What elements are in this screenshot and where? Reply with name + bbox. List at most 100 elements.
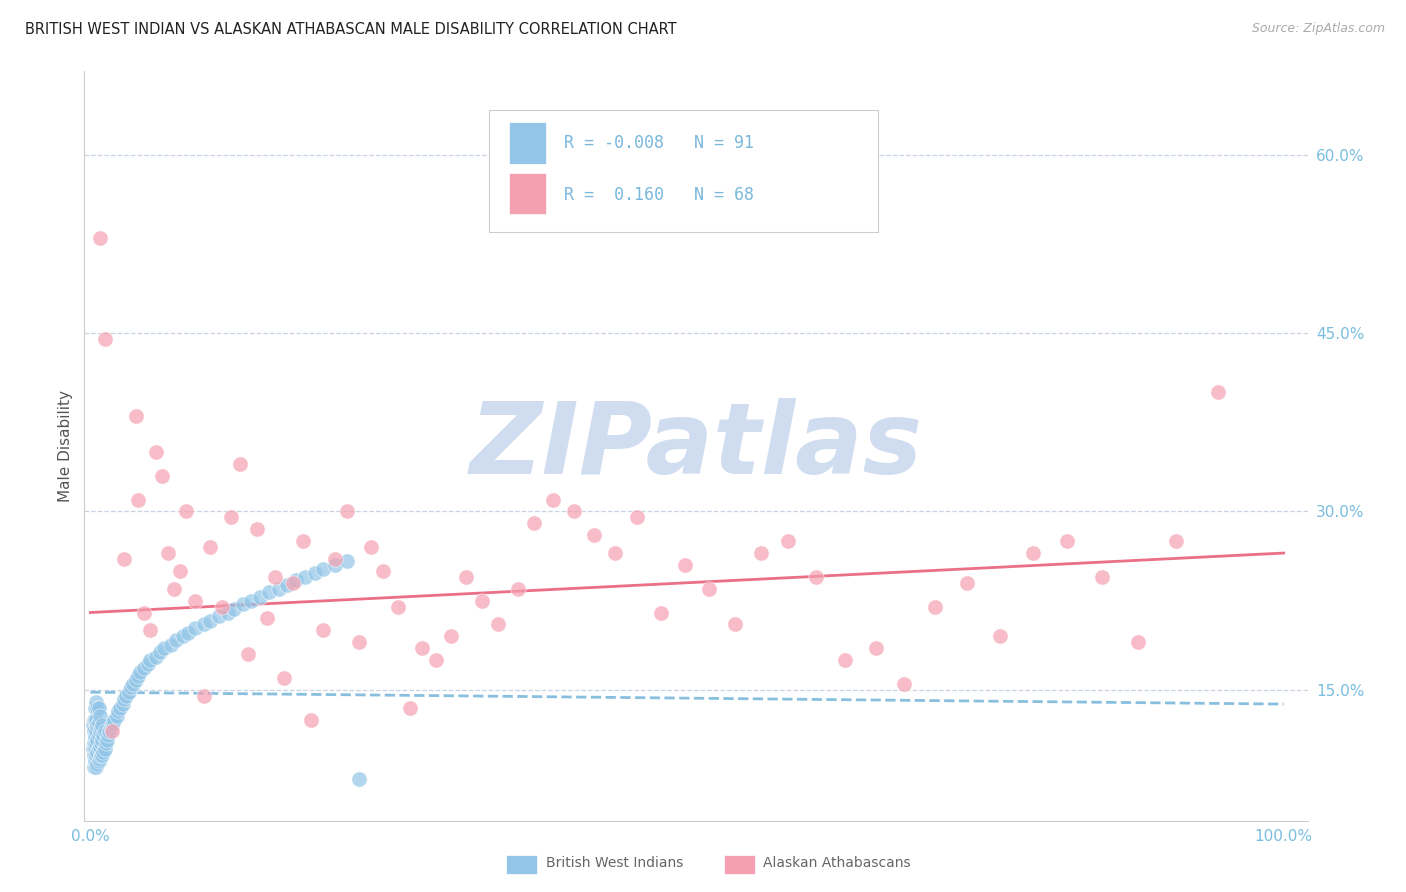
Point [163,582,186,596]
Point [132,661,155,675]
Point [139,653,162,667]
Point [98,724,121,739]
Point [86,756,108,771]
Point [90,736,112,750]
Point [145,649,167,664]
Point [112,692,135,706]
Point [284,574,307,588]
Point [543,492,565,507]
Point [84,713,107,727]
Point [411,641,433,656]
Point [371,564,394,578]
Point [184,621,207,635]
Point [956,575,979,590]
Point [89,739,111,754]
Point [456,570,478,584]
Point [89,709,111,723]
FancyBboxPatch shape [509,172,546,214]
Point [323,552,346,566]
Point [276,578,298,592]
Point [834,653,856,667]
Point [304,566,326,581]
Point [107,704,129,718]
Point [605,546,627,560]
Point [84,760,107,774]
Point [115,689,138,703]
Point [865,641,887,656]
Point [184,593,207,607]
Point [193,689,215,703]
Point [156,546,179,560]
Point [132,606,155,620]
Point [89,231,111,245]
Point [360,540,382,554]
Point [101,724,124,739]
Point [198,540,221,554]
Point [93,724,115,739]
Point [506,582,529,596]
Point [112,552,135,566]
Point [259,585,281,599]
Point [150,468,173,483]
Point [347,772,370,786]
Point [425,653,447,667]
Point [90,749,112,764]
Point [136,657,159,671]
Point [87,754,110,768]
Point [778,534,800,549]
Point [148,645,170,659]
Point [440,629,463,643]
Point [87,728,110,742]
Point [198,614,221,628]
Point [84,754,107,768]
Point [82,742,104,756]
Text: Source: ZipAtlas.com: Source: ZipAtlas.com [1251,22,1385,36]
Point [83,736,105,750]
Point [87,700,110,714]
Point [673,558,696,572]
Point [86,718,108,732]
Point [312,561,335,575]
Point [153,641,176,656]
Text: R =  0.160   N = 68: R = 0.160 N = 68 [564,186,754,204]
Point [101,718,124,732]
Point [177,625,200,640]
Point [1126,635,1149,649]
Point [96,732,118,747]
Point [626,510,648,524]
Point [84,713,107,727]
Point [165,632,187,647]
Point [697,582,720,596]
Point [84,700,107,714]
Point [988,629,1011,643]
Point [312,624,335,638]
Point [105,709,128,723]
Point [294,570,316,584]
Point [84,695,107,709]
Point [93,742,115,756]
Point [89,752,111,766]
Point [523,516,546,531]
Point [174,504,197,518]
Point [387,599,409,614]
Y-axis label: Male Disability: Male Disability [58,390,73,502]
Point [228,457,250,471]
Point [336,504,359,518]
Point [488,617,510,632]
Point [94,736,117,750]
Point [91,718,114,732]
Point [208,609,231,624]
Point [100,721,122,735]
Point [127,492,149,507]
Point [219,510,242,524]
Point [246,522,269,536]
Point [1022,546,1045,560]
Point [217,606,239,620]
Point [84,742,107,756]
Point [347,635,370,649]
FancyBboxPatch shape [509,122,546,163]
Point [124,409,146,424]
Point [222,602,245,616]
Point [120,681,142,695]
Point [924,599,946,614]
